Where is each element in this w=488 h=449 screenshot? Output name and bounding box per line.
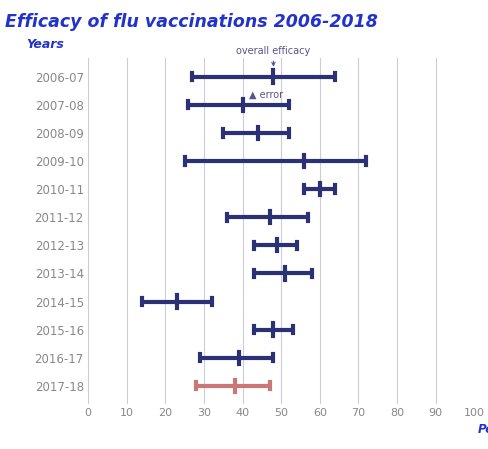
Text: ▲ error: ▲ error	[248, 89, 282, 99]
Text: Percent: Percent	[477, 423, 488, 436]
Text: overall efficacy: overall efficacy	[236, 45, 310, 66]
Text: Efficacy of flu vaccinations 2006-2018: Efficacy of flu vaccinations 2006-2018	[5, 13, 377, 31]
Text: Years: Years	[26, 39, 64, 52]
